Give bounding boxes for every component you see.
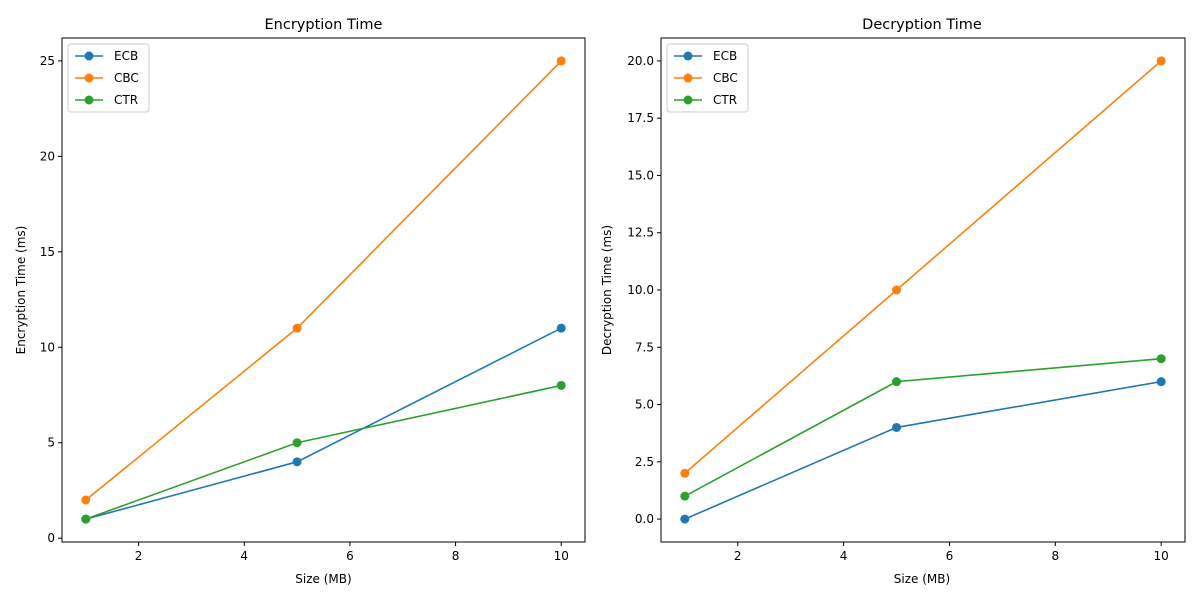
legend-marker bbox=[683, 51, 693, 61]
data-point-ctr bbox=[81, 514, 91, 524]
legend-marker bbox=[84, 51, 94, 61]
y-tick-label: 7.5 bbox=[635, 340, 654, 354]
y-tick-label: 25 bbox=[40, 54, 55, 68]
x-tick-label: 4 bbox=[840, 549, 848, 563]
x-tick-label: 4 bbox=[240, 549, 248, 563]
y-tick-label: 20.0 bbox=[627, 54, 654, 68]
y-axis-label: Encryption Time (ms) bbox=[14, 226, 28, 355]
axes-frame bbox=[660, 37, 1186, 543]
data-point-cbc bbox=[556, 56, 566, 66]
y-tick-label: 17.5 bbox=[627, 111, 654, 125]
legend-entry-cbc: CBC bbox=[674, 71, 738, 85]
chart-title: Decryption Time bbox=[862, 17, 982, 33]
legend-label: CBC bbox=[114, 71, 139, 85]
y-tick-label: 12.5 bbox=[627, 226, 654, 240]
legend-label: ECB bbox=[114, 49, 138, 63]
y-tick-label: 2.5 bbox=[635, 455, 654, 469]
plot-area: 2 4 6 8 10 0 5 10 15 20 25 bbox=[40, 54, 569, 563]
data-point-ctr bbox=[1156, 354, 1166, 364]
y-tick-label: 0.0 bbox=[635, 512, 654, 526]
legend-label: CTR bbox=[114, 93, 138, 107]
series-line-cbc bbox=[684, 60, 1162, 474]
data-point-cbc bbox=[292, 323, 302, 333]
legend: ECB CBC CTR bbox=[666, 43, 749, 113]
y-tick-label: 20 bbox=[40, 149, 55, 163]
y-tick-label: 5 bbox=[47, 436, 55, 450]
legend-entry-ecb: ECB bbox=[674, 49, 737, 63]
legend-box bbox=[666, 43, 749, 113]
data-point-ecb bbox=[556, 323, 566, 333]
legend-entry-cbc: CBC bbox=[75, 71, 139, 85]
legend-marker bbox=[683, 95, 693, 105]
data-point-cbc bbox=[892, 285, 902, 295]
data-point-ctr bbox=[556, 380, 566, 390]
y-tick-label: 15.0 bbox=[627, 168, 654, 182]
data-point-ctr bbox=[892, 377, 902, 387]
data-point-ecb bbox=[892, 422, 902, 432]
y-tick-label: 10.0 bbox=[627, 283, 654, 297]
legend-marker bbox=[84, 95, 94, 105]
x-axis-label: Size (MB) bbox=[295, 572, 351, 586]
x-tick-label: 6 bbox=[946, 549, 954, 563]
legend-label: CTR bbox=[713, 93, 737, 107]
data-point-ecb bbox=[292, 457, 302, 467]
legend-marker bbox=[84, 73, 94, 83]
y-axis-label: Decryption Time (ms) bbox=[600, 225, 614, 355]
data-point-ecb bbox=[680, 514, 690, 524]
data-point-ecb bbox=[1156, 377, 1166, 387]
chart-decryption-time: Decryption Time 2 4 6 8 10 0.0 2.5 5.0 7.5 10.0 12… bbox=[600, 17, 1186, 586]
series-line-cbc bbox=[85, 60, 562, 501]
y-tick-label: 15 bbox=[40, 245, 55, 259]
x-tick-label: 10 bbox=[1154, 549, 1169, 563]
data-point-ctr bbox=[292, 438, 302, 448]
x-tick-label: 2 bbox=[135, 549, 143, 563]
axes-frame bbox=[61, 37, 586, 543]
series-line-ecb bbox=[85, 327, 562, 520]
x-tick-label: 2 bbox=[734, 549, 742, 563]
series-line-ctr bbox=[684, 357, 1162, 497]
y-tick-label: 10 bbox=[40, 340, 55, 354]
legend-marker bbox=[683, 73, 693, 83]
legend-entry-ecb: ECB bbox=[75, 49, 138, 63]
legend: ECB CBC CTR bbox=[67, 43, 150, 113]
data-point-cbc bbox=[1156, 56, 1166, 66]
x-axis-label: Size (MB) bbox=[894, 572, 950, 586]
x-tick-label: 8 bbox=[452, 549, 460, 563]
y-tick-label: 5.0 bbox=[635, 398, 654, 412]
data-point-ctr bbox=[680, 491, 690, 501]
legend-label: CBC bbox=[713, 71, 738, 85]
x-tick-label: 10 bbox=[554, 549, 569, 563]
data-point-cbc bbox=[81, 495, 91, 505]
chart-encryption-time: Encryption Time 2 4 6 8 10 0 5 10 15 20 25 Size (M… bbox=[14, 17, 586, 586]
x-tick-label: 8 bbox=[1052, 549, 1060, 563]
x-tick-label: 6 bbox=[346, 549, 354, 563]
series-line-ecb bbox=[684, 380, 1162, 520]
data-point-cbc bbox=[680, 468, 690, 478]
legend-entry-ctr: CTR bbox=[674, 93, 737, 107]
legend-box bbox=[67, 43, 150, 113]
legend-label: ECB bbox=[713, 49, 737, 63]
plot-area: 2 4 6 8 10 0.0 2.5 5.0 7.5 10.0 12.5 15.0 17.5 20.0 bbox=[627, 54, 1169, 563]
chart-title: Encryption Time bbox=[265, 17, 383, 33]
y-tick-label: 0 bbox=[47, 531, 55, 545]
legend-entry-ctr: CTR bbox=[75, 93, 138, 107]
